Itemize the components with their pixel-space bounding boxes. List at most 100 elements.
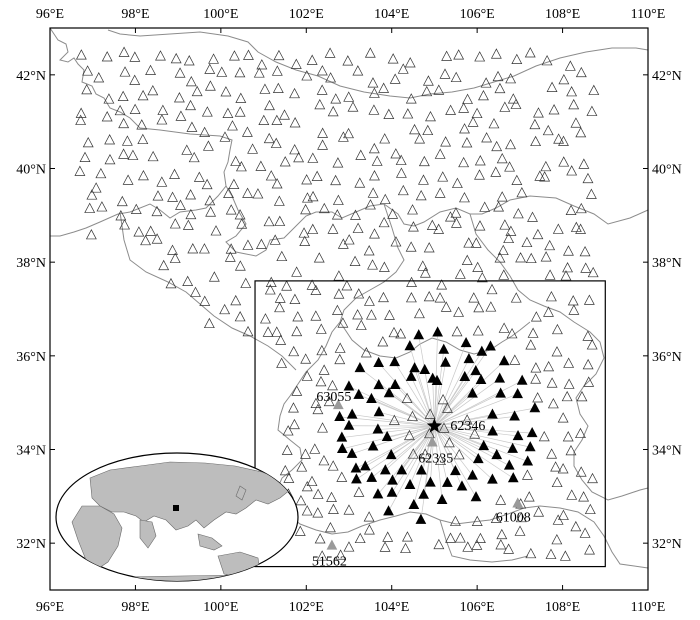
station-triangle-icon	[325, 521, 336, 533]
ray-line	[434, 351, 483, 427]
station-triangle-icon	[363, 511, 375, 522]
ray-line	[434, 425, 497, 456]
station-triangle-icon	[290, 58, 302, 69]
station-triangle-icon	[568, 304, 580, 315]
station-triangle-icon	[316, 344, 328, 356]
station-triangle-icon	[273, 195, 285, 206]
station-label-62335: 62335	[418, 451, 453, 466]
x-tick-label-bottom: 100°E	[203, 600, 238, 615]
station-triangle-icon	[259, 313, 271, 324]
station-triangle-icon	[546, 81, 558, 92]
station-triangle-icon	[145, 64, 157, 75]
paired-station-triangle-icon	[498, 355, 510, 366]
ray-line	[409, 425, 435, 486]
station-triangle-icon	[551, 346, 563, 357]
station-triangle-icon	[450, 207, 462, 218]
station-triangle-icon	[511, 53, 523, 65]
station-triangle-icon	[545, 290, 557, 302]
station-triangle-icon	[560, 270, 572, 281]
station-triangle-icon	[265, 276, 277, 287]
station-triangle-icon	[269, 234, 281, 245]
paired-station-triangle-icon	[485, 340, 496, 351]
station-triangle-icon	[288, 345, 300, 357]
ray-line	[401, 425, 435, 471]
paired-station-triangle-icon	[389, 356, 401, 367]
station-triangle-icon	[566, 86, 578, 97]
station-triangle-icon	[516, 186, 528, 198]
station-triangle-icon	[434, 292, 446, 303]
station-triangle-icon	[347, 101, 359, 112]
station-triangle-icon	[283, 472, 295, 483]
station-triangle-icon	[418, 155, 430, 167]
station-triangle-icon	[170, 52, 182, 64]
station-triangle-icon	[538, 430, 550, 442]
x-tick-label-bottom: 108°E	[545, 600, 580, 615]
paired-station-triangle-icon	[516, 374, 528, 385]
station-triangle-icon	[582, 358, 594, 370]
station-triangle-icon	[451, 177, 463, 188]
paired-station-triangle-icon	[334, 410, 345, 421]
station-triangle-icon	[334, 342, 346, 353]
station-triangle-icon	[468, 292, 480, 303]
station-triangle-icon	[587, 472, 598, 484]
ray-line	[391, 425, 435, 456]
station-triangle-icon	[565, 204, 577, 216]
station-triangle-icon	[534, 170, 546, 181]
station-triangle-icon	[476, 271, 488, 283]
station-triangle-icon	[515, 511, 527, 523]
station-triangle-icon	[331, 304, 343, 315]
paired-station-triangle-icon	[379, 464, 391, 475]
station-triangle-icon	[474, 169, 485, 180]
station-triangle-icon	[498, 269, 510, 280]
paired-station-triangle-icon	[373, 356, 385, 368]
station-triangle-icon	[115, 210, 127, 221]
station-triangle-icon	[547, 397, 559, 409]
center-star-icon	[426, 418, 442, 433]
station-triangle-icon	[301, 505, 313, 516]
paired-station-triangle-icon	[336, 442, 348, 453]
station-triangle-icon	[450, 71, 462, 83]
ray-line	[385, 425, 435, 471]
station-triangle-icon	[453, 306, 465, 317]
paired-station-triangle-icon	[425, 476, 436, 487]
paired-station-triangle-icon	[440, 356, 451, 367]
station-triangle-icon	[478, 89, 489, 101]
station-triangle-icon	[437, 171, 449, 182]
station-triangle-icon	[316, 84, 328, 95]
station-triangle-icon	[449, 515, 461, 526]
paired-station-triangle-icon	[529, 402, 541, 413]
station-triangle-icon	[558, 156, 570, 167]
ray-line	[394, 361, 435, 427]
antarctica-shape	[59, 573, 298, 581]
station-triangle-icon	[185, 189, 197, 200]
station-triangle-icon	[384, 309, 395, 320]
station-triangle-icon	[151, 233, 163, 244]
paired-station-triangle-icon	[396, 464, 408, 475]
station-triangle-icon	[529, 118, 541, 130]
station-triangle-icon	[443, 436, 455, 448]
station-triangle-icon	[117, 90, 129, 102]
station-triangle-icon	[306, 475, 318, 487]
station-triangle-icon	[540, 160, 552, 172]
station-triangle-icon	[521, 236, 533, 248]
station-triangle-icon	[253, 67, 265, 78]
station-triangle-icon	[530, 373, 542, 384]
station-triangle-icon	[312, 507, 324, 518]
station-triangle-icon	[575, 202, 587, 214]
station-triangle-icon	[204, 80, 216, 91]
x-tick-label-top: 100°E	[203, 7, 238, 22]
station-triangle-icon	[442, 402, 453, 413]
paired-station-triangle-icon	[336, 431, 348, 442]
station-triangle-icon	[402, 108, 414, 119]
station-triangle-icon	[185, 75, 197, 87]
station-labels: 62346 62335 63055 61008 51562	[312, 390, 531, 570]
station-triangle-icon	[151, 205, 163, 217]
station-triangle-icon	[201, 106, 213, 117]
station-triangle-icon	[240, 277, 252, 288]
paired-station-triangle-icon	[346, 447, 358, 458]
station-triangle-icon	[310, 310, 322, 321]
paired-station-triangle-icon	[522, 455, 534, 466]
station-triangle-icon	[580, 262, 592, 273]
station-triangle-icon	[152, 190, 164, 201]
station-triangle-icon	[330, 174, 342, 186]
